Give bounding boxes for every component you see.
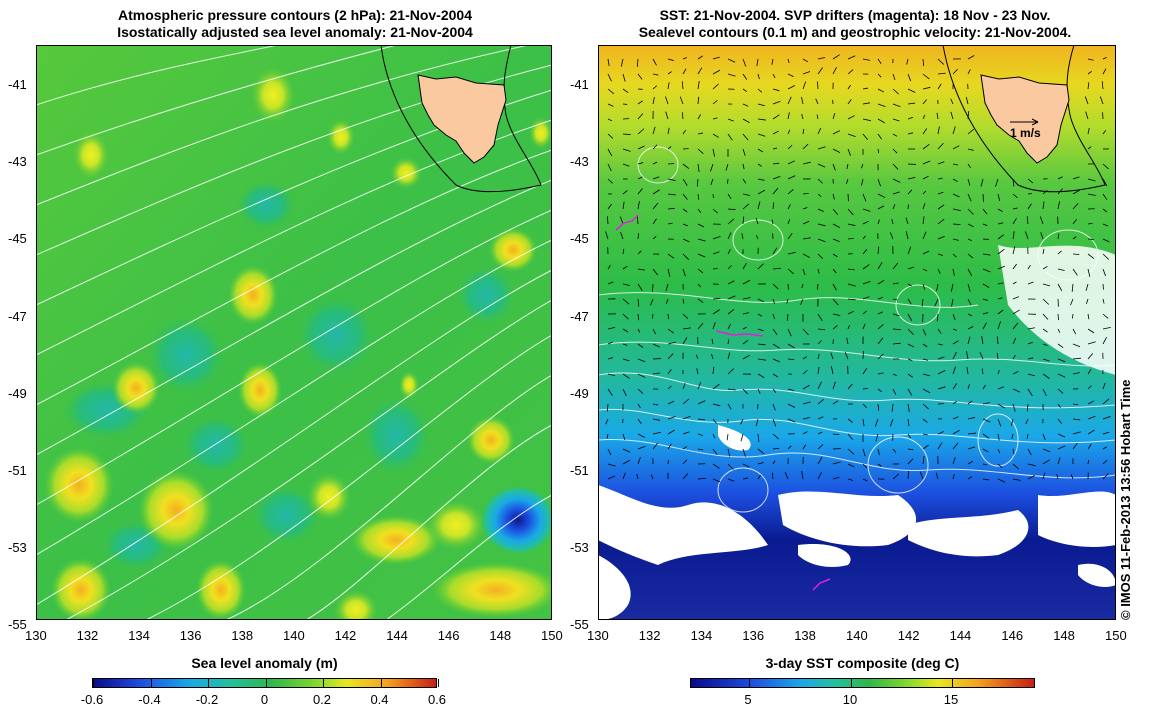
- geostrophic-velocity-arrows: [605, 54, 1111, 483]
- left-title-line2: Isostatically adjusted sea level anomaly…: [117, 24, 473, 40]
- right-colorbar-tick: [851, 679, 852, 687]
- left-colorbar-tick: [265, 679, 267, 687]
- left-colorbar-tick-label: 0.4: [370, 692, 389, 707]
- right-colorbar-tick: [952, 679, 953, 687]
- left-lat-label: -47: [8, 308, 27, 324]
- left-colorbar-tick: [150, 679, 152, 687]
- cloud-mask: [598, 245, 1116, 620]
- right-lon-label: 148: [1053, 628, 1075, 643]
- left-colorbar-tick: [323, 679, 324, 687]
- left-map-title: Atmospheric pressure contours (2 hPa): 2…: [30, 7, 560, 41]
- right-lat-label: -49: [570, 385, 589, 401]
- left-lat-label: -43: [8, 154, 27, 170]
- left-lon-label: 130: [25, 628, 47, 643]
- left-colorbar-tick-label: 0: [260, 692, 269, 707]
- velocity-scale-label: 1 m/s: [1010, 126, 1041, 140]
- left-lon-label: 142: [334, 628, 357, 643]
- sst-map[interactable]: 1 m/s: [598, 45, 1116, 620]
- left-colorbar-tick: [438, 679, 439, 687]
- left-lat-label: -55: [8, 617, 27, 633]
- right-lat-label: -47: [570, 308, 589, 324]
- tasmania-land: [942, 45, 1106, 193]
- left-lon-label: 150: [541, 628, 563, 643]
- right-lat-label: -43: [570, 154, 589, 170]
- right-lat-label: -53: [570, 540, 589, 556]
- left-lon-label: 140: [283, 628, 305, 643]
- right-title-line2: Sealevel contours (0.1 m) and geostrophi…: [638, 24, 1072, 40]
- right-lat-label: -55: [570, 617, 589, 633]
- left-colorbar-tick-label: 0.2: [312, 692, 332, 707]
- right-colorbar-label: 3-day SST composite (deg C): [765, 655, 960, 671]
- right-colorbar-tick: [749, 679, 750, 687]
- left-lon-label: 134: [128, 628, 150, 643]
- left-lat-label: -49: [8, 385, 27, 401]
- right-lon-label: 142: [897, 628, 920, 643]
- left-colorbar-label: Sea level anomaly (m): [191, 655, 338, 671]
- right-lat-label: -45: [570, 231, 589, 247]
- left-colorbar-tick-label: -0.2: [195, 692, 219, 707]
- left-colorbar-tick-label: -0.4: [138, 692, 161, 707]
- drifter-track-2: [715, 330, 764, 337]
- right-lon-label: 140: [846, 628, 868, 643]
- right-lon-label: 144: [949, 628, 972, 643]
- right-colorbar-tick-label: 10: [842, 692, 858, 707]
- drifter-track-3: [812, 578, 831, 591]
- left-lat-label: -53: [8, 540, 27, 556]
- sealevel-contours: [598, 146, 1116, 513]
- left-lat-label: -45: [8, 231, 27, 247]
- left-colorbar-tick-label: 0.6: [427, 692, 447, 707]
- right-lon-label: 136: [742, 628, 765, 643]
- sea-level-colorbar: [92, 678, 439, 688]
- pressure-contours: [36, 45, 552, 620]
- right-colorbar-tick-label: 5: [744, 692, 752, 707]
- left-lon-label: 146: [437, 628, 460, 643]
- right-lon-label: 150: [1105, 628, 1127, 643]
- left-lon-label: 136: [179, 628, 202, 643]
- right-lon-label: 130: [587, 628, 609, 643]
- left-title-line1: Atmospheric pressure contours (2 hPa): 2…: [118, 7, 472, 23]
- sst-colorbar: [690, 678, 1035, 688]
- left-colorbar-tick: [93, 679, 94, 687]
- left-lat-label: -51: [8, 463, 27, 478]
- credit-text: © IMOS 11-Feb-2013 13:56 Hobart Time: [1118, 379, 1133, 620]
- left-lat-label: -41: [8, 77, 27, 92]
- right-title-line1: SST: 21-Nov-2004. SVP drifters (magenta)…: [659, 7, 1051, 23]
- right-map-title: SST: 21-Nov-2004. SVP drifters (magenta)…: [590, 7, 1120, 41]
- left-colorbar-tick-label: -0.6: [80, 692, 104, 707]
- right-lon-label: 146: [1001, 628, 1024, 643]
- right-lon-label: 134: [690, 628, 713, 643]
- anomaly-blue-low: [480, 485, 552, 555]
- svp-drifter-tracks: [615, 214, 831, 591]
- left-lon-label: 138: [231, 628, 254, 643]
- right-lon-label: 138: [794, 628, 816, 643]
- sea-level-anomaly-map[interactable]: [36, 45, 552, 620]
- left-colorbar-tick: [208, 679, 209, 687]
- drifter-track-1: [615, 214, 639, 231]
- right-colorbar-tick-label: 15: [943, 692, 959, 707]
- right-lat-label: -51: [570, 463, 589, 478]
- tasmania-land: [380, 45, 542, 193]
- left-lon-label: 132: [76, 628, 99, 643]
- left-colorbar-tick: [380, 679, 382, 687]
- right-lon-label: 132: [638, 628, 661, 643]
- left-lon-label: 144: [386, 628, 408, 643]
- velocity-scale-arrow: 1 m/s: [1010, 118, 1041, 140]
- left-lon-label: 148: [489, 628, 512, 643]
- right-lat-label: -41: [570, 77, 589, 92]
